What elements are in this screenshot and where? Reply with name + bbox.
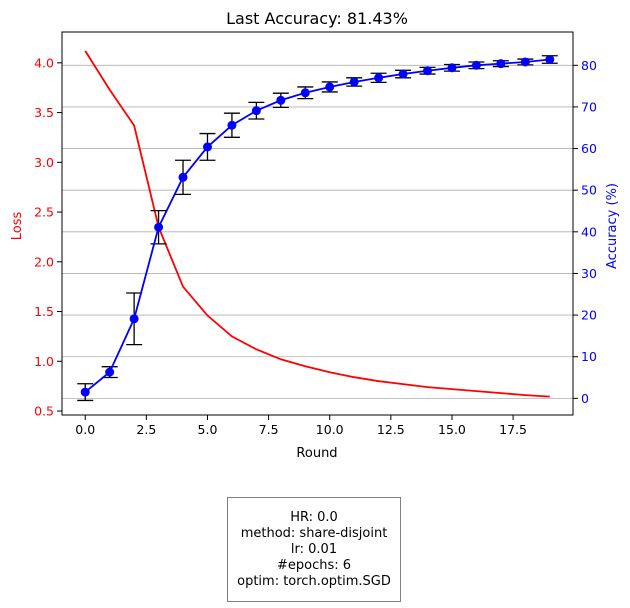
accuracy-series: [77, 54, 558, 402]
accuracy-point: [276, 95, 286, 105]
info-line-lr: lr: 0.01: [290, 541, 338, 557]
y-left-tick-label: 4.0: [34, 55, 54, 70]
y-left-tick-label: 1.0: [34, 354, 54, 369]
y-axis-right-label: Accuracy (%): [605, 183, 620, 269]
accuracy-point: [398, 69, 408, 79]
info-box: HR: 0.0 method: share-disjoint lr: 0.01 …: [227, 497, 401, 602]
x-tick-label: 17.5: [499, 422, 527, 437]
x-tick-label: 10.0: [316, 422, 344, 437]
x-tick-label: 5.0: [198, 422, 218, 437]
x-tick-label: 2.5: [136, 422, 156, 437]
accuracy-point: [251, 106, 261, 116]
x-tick-label: 12.5: [377, 422, 405, 437]
y-axis-left: 0.5 1.0 1.5 2.0 2.5 3.0 3.5 4.0: [34, 55, 62, 419]
y-left-tick-label: 1.5: [34, 304, 54, 319]
accuracy-point: [202, 142, 212, 152]
accuracy-point: [105, 367, 115, 377]
accuracy-point: [80, 387, 90, 397]
y-right-tick-label: 60: [581, 141, 597, 156]
accuracy-point: [374, 73, 384, 83]
accuracy-point: [154, 222, 164, 232]
y-right-tick-label: 30: [581, 266, 597, 281]
accuracy-point: [496, 59, 506, 69]
y-left-tick-label: 0.5: [34, 404, 54, 419]
x-tick-label: 15.0: [438, 422, 466, 437]
grid-layer: [62, 64, 573, 399]
accuracy-point: [129, 314, 139, 324]
y-axis-right: 0 10 20 30 40 50 60 70 80: [573, 58, 597, 406]
y-right-tick-label: 70: [581, 99, 597, 114]
accuracy-point: [178, 172, 188, 182]
y-right-tick-label: 20: [581, 308, 597, 323]
y-right-tick-label: 10: [581, 349, 597, 364]
y-right-tick-label: 80: [581, 58, 597, 73]
y-left-tick-label: 3.0: [34, 155, 54, 170]
y-right-tick-label: 40: [581, 224, 597, 239]
y-left-tick-label: 2.5: [34, 205, 54, 220]
y-axis-left-label: Loss: [10, 212, 25, 241]
x-axis-label: Round: [296, 446, 337, 461]
info-line-optim: optim: torch.optim.SGD: [237, 573, 391, 589]
accuracy-point: [423, 66, 433, 76]
accuracy-point: [227, 120, 237, 130]
chart-title: Last Accuracy: 81.43%: [226, 9, 408, 28]
accuracy-point: [520, 57, 530, 67]
accuracy-point: [349, 77, 359, 87]
x-tick-label: 0.0: [75, 422, 95, 437]
y-right-tick-label: 0: [581, 391, 589, 406]
accuracy-point: [447, 63, 457, 73]
accuracy-point: [471, 60, 481, 70]
y-right-tick-label: 50: [581, 183, 597, 198]
x-axis: 0.0 2.5 5.0 7.5 10.0 12.5 15.0 17.5: [75, 415, 527, 437]
info-line-method: method: share-disjoint: [240, 525, 388, 541]
y-left-tick-label: 2.0: [34, 254, 54, 269]
loss-line: [84, 50, 550, 398]
accuracy-point: [300, 88, 310, 98]
plot-frame: [61, 31, 574, 416]
accuracy-point: [545, 54, 555, 64]
info-line-epochs: #epochs: 6: [276, 557, 352, 573]
accuracy-point: [325, 82, 335, 92]
y-left-tick-label: 3.5: [34, 105, 54, 120]
info-line-hr: HR: 0.0: [290, 509, 338, 525]
x-tick-label: 7.5: [259, 422, 279, 437]
loss-series: [84, 50, 550, 398]
